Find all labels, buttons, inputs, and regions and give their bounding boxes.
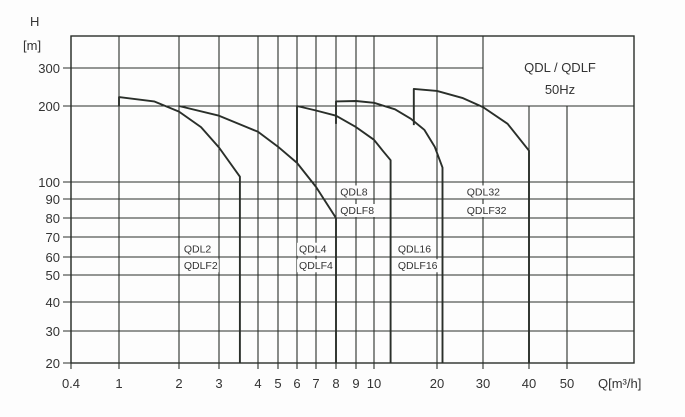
label-bg-qdlf16 bbox=[395, 259, 440, 273]
y-tick-label: 20 bbox=[46, 356, 60, 371]
label-qdlf2: QDLF2 bbox=[184, 260, 218, 272]
label-qdl4: QDL4 bbox=[299, 244, 327, 256]
series-curve-2 bbox=[178, 105, 337, 363]
label-bg-qdl16 bbox=[395, 242, 433, 256]
label-qdl32: QDL32 bbox=[467, 186, 500, 198]
x-tick-label: 5 bbox=[274, 376, 281, 391]
y-tick-label: 200 bbox=[38, 99, 60, 114]
annotations: QDL2 QDLF2 QDL4 QDLF4 QDL8 QDLF8 QDL16 QDLF16 QD… bbox=[181, 185, 509, 273]
y-tick-label: 60 bbox=[46, 250, 60, 265]
label-qdl16: QDL16 bbox=[398, 244, 431, 256]
x-tick-label: 0.4 bbox=[62, 376, 80, 391]
series-curve-4 bbox=[335, 100, 444, 363]
label-bg-qdlf8 bbox=[338, 204, 376, 218]
x-tick-label: 7 bbox=[312, 376, 319, 391]
x-tick-label: 20 bbox=[430, 376, 444, 391]
y-tick-label: 70 bbox=[46, 230, 60, 245]
curves bbox=[118, 87, 530, 363]
grid bbox=[63, 35, 635, 369]
label-qdlf4: QDLF4 bbox=[299, 260, 333, 272]
label-qdlf16: QDLF16 bbox=[398, 260, 438, 272]
legend-subtitle: 50Hz bbox=[545, 82, 575, 97]
x-tick-label: 30 bbox=[476, 376, 490, 391]
label-qdl2: QDL2 bbox=[184, 244, 212, 256]
y-tick-label: 90 bbox=[46, 192, 60, 207]
label-qdl8: QDL8 bbox=[340, 186, 368, 198]
label-bg-qdlf32 bbox=[464, 204, 509, 218]
label-bg-qdlf2 bbox=[181, 259, 219, 273]
series-curve-3 bbox=[296, 105, 392, 363]
label-qdlf8: QDLF8 bbox=[340, 205, 374, 217]
y-tick-label: 30 bbox=[46, 324, 60, 339]
x-tick-label: 6 bbox=[293, 376, 300, 391]
x-tick-label: 4 bbox=[254, 376, 261, 391]
x-tick-label: 9 bbox=[352, 376, 359, 391]
y-axis-unit: [m] bbox=[23, 38, 41, 53]
label-bg-qdl8 bbox=[338, 185, 369, 199]
y-tick-label: 300 bbox=[38, 61, 60, 76]
x-tick-label: 1 bbox=[115, 376, 122, 391]
y-tick-label: 50 bbox=[46, 268, 60, 283]
x-tick-label: 3 bbox=[215, 376, 222, 391]
x-tick-label: 50 bbox=[560, 376, 574, 391]
label-bg-qdlf4 bbox=[297, 259, 335, 273]
label-qdlf32: QDLF32 bbox=[467, 205, 507, 217]
label-bg-qdl2 bbox=[181, 242, 213, 256]
x-tick-label: 10 bbox=[367, 376, 381, 391]
y-tick-label: 40 bbox=[46, 295, 60, 310]
y-tick-label: 80 bbox=[46, 211, 60, 226]
x-tick-label: 40 bbox=[522, 376, 536, 391]
legend-title: QDL / QDLF bbox=[524, 60, 596, 75]
label-bg-qdl4 bbox=[297, 242, 328, 256]
series-curve-1 bbox=[118, 96, 241, 363]
tick-labels: 0.4 1 2 3 4 5 6 7 8 9 10 20 30 40 50 20 30 40 50 60 70 80 90 10… bbox=[38, 61, 574, 391]
series-curve-5 bbox=[412, 87, 530, 363]
label-bg-qdl32 bbox=[464, 185, 502, 199]
x-tick-label: 8 bbox=[332, 376, 339, 391]
y-axis-label: H bbox=[30, 14, 39, 29]
x-axis-label: Q[m³/h] bbox=[598, 376, 641, 391]
x-tick-label: 2 bbox=[175, 376, 182, 391]
y-tick-label: 100 bbox=[38, 175, 60, 190]
